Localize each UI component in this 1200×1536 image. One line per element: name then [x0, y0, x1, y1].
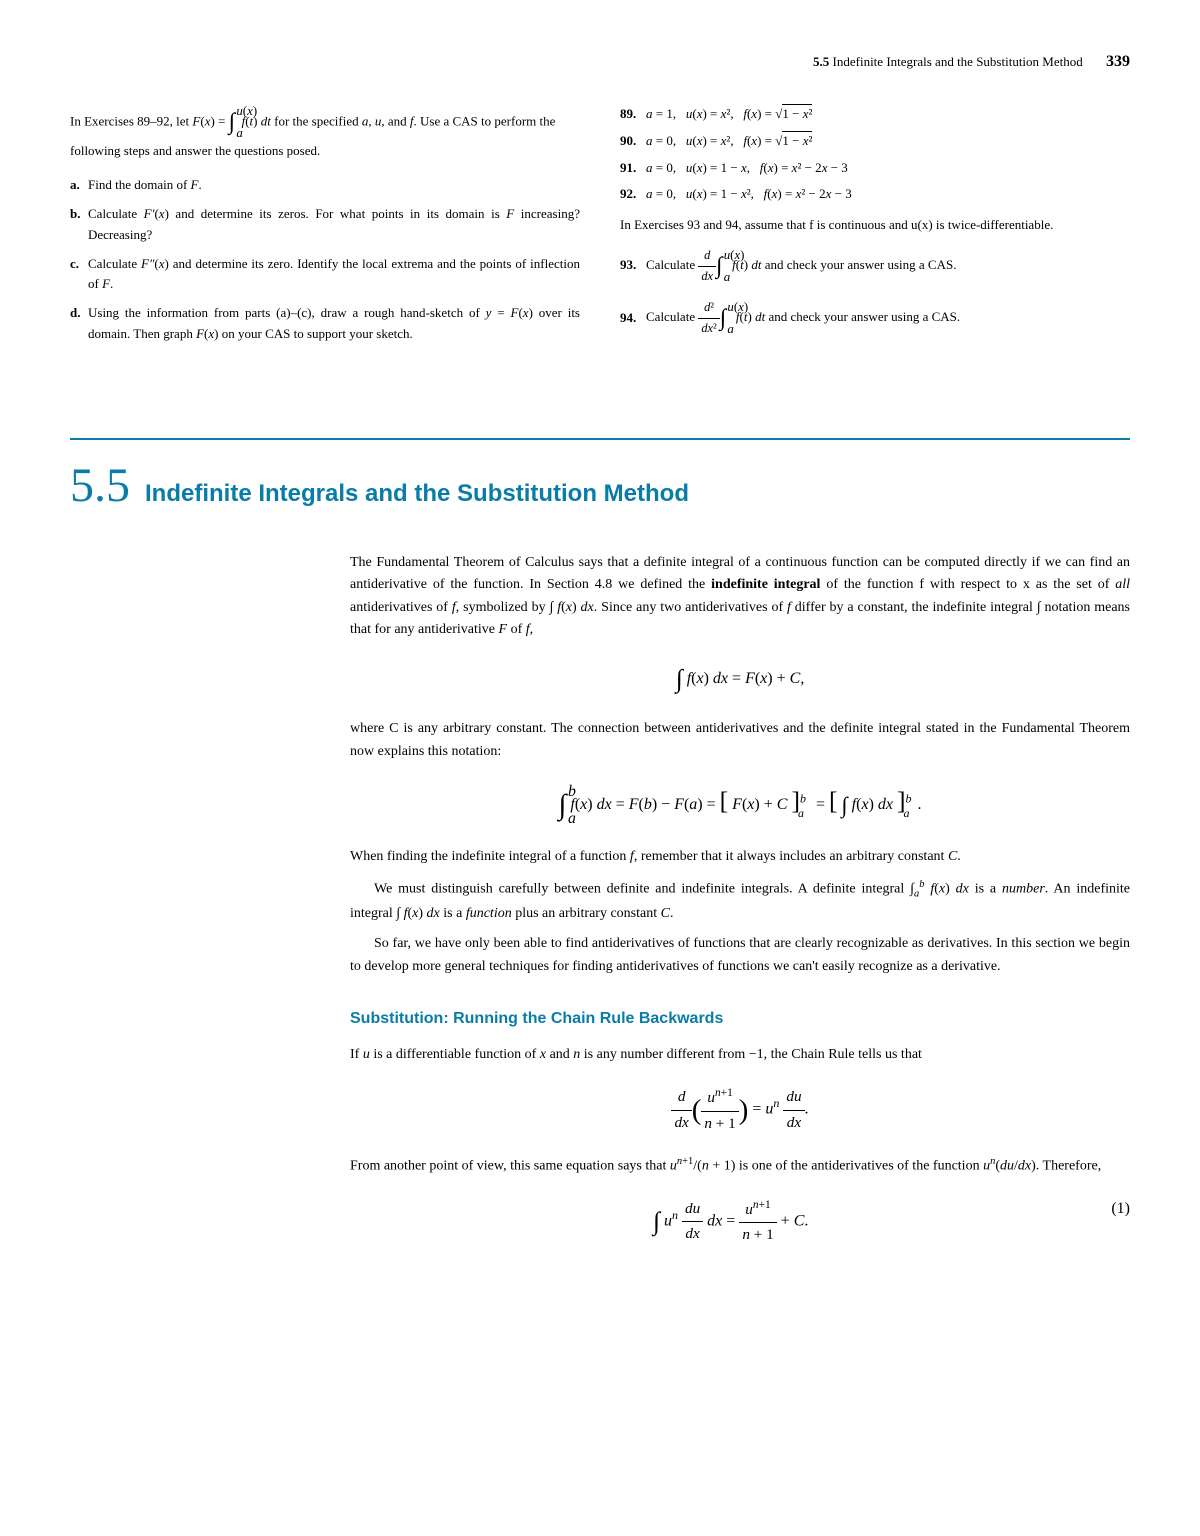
- p4b: number: [1002, 882, 1045, 897]
- ex-90: 90.a = 0, u(x) = x², f(x) = √1 − x²: [620, 131, 1130, 152]
- exercise-columns: In Exercises 89–92, let F(x) = ∫au(x) f(…: [70, 104, 1130, 358]
- ex-89: 89.a = 1, u(x) = x², f(x) = √1 − x²: [620, 104, 1130, 125]
- equation-4: ∫ un dudx dx = un+1n + 1 + C. (1): [350, 1196, 1130, 1248]
- equation-2: ∫ab f(x) dx = F(b) − F(a) = [ F(x) + C ]…: [350, 781, 1130, 828]
- ex-num: 94.: [620, 308, 646, 329]
- exercise-intro: In Exercises 89–92, let F(x) = ∫au(x) f(…: [70, 104, 580, 162]
- para-5: So far, we have only been able to find a…: [350, 933, 1130, 978]
- para-3: When finding the indefinite integral of …: [350, 846, 1130, 868]
- header-section-name: Indefinite Integrals and the Substitutio…: [833, 54, 1083, 69]
- item-c: c.Calculate F″(x) and determine its zero…: [88, 254, 580, 296]
- item-d-text: Using the information from parts (a)–(c)…: [88, 305, 580, 341]
- para-2: where C is any arbitrary constant. The c…: [350, 718, 1130, 763]
- p1b: indefinite integral: [711, 577, 820, 592]
- left-column: In Exercises 89–92, let F(x) = ∫au(x) f(…: [70, 104, 580, 358]
- ex-note: In Exercises 93 and 94, assume that f is…: [620, 215, 1130, 236]
- section-number: 5.5: [70, 450, 130, 522]
- ex-num: 92.: [620, 184, 646, 205]
- section-body: The Fundamental Theorem of Calculus says…: [350, 552, 1130, 1248]
- equation-3: ddx(un+1n + 1) = un dudx.: [350, 1084, 1130, 1136]
- ex-num: 93.: [620, 255, 646, 276]
- ex-92: 92.a = 0, u(x) = 1 − x², f(x) = x² − 2x …: [620, 184, 1130, 205]
- ex-93: 93.Calculate ddx∫au(x) f(t) dt and check…: [620, 246, 1130, 287]
- header-section-num: 5.5: [813, 54, 829, 69]
- ex-91: 91.a = 0, u(x) = 1 − x, f(x) = x² − 2x −…: [620, 158, 1130, 179]
- right-column: 89.a = 1, u(x) = x², f(x) = √1 − x² 90.a…: [620, 104, 1130, 358]
- item-a-text: Find the domain of F.: [88, 177, 202, 192]
- ex-num: 90.: [620, 131, 646, 152]
- ex-num: 89.: [620, 104, 646, 125]
- para-6: If u is a differentiable function of x a…: [350, 1044, 1130, 1066]
- p1d: all: [1115, 577, 1130, 592]
- p1c: of the function f with respect to x as t…: [820, 577, 1115, 592]
- item-c-text: Calculate F″(x) and determine its zero. …: [88, 256, 580, 292]
- item-d: d.Using the information from parts (a)–(…: [88, 303, 580, 345]
- item-b: b.Calculate F′(x) and determine its zero…: [88, 204, 580, 246]
- ex-num: 91.: [620, 158, 646, 179]
- item-a: a.Find the domain of F.: [88, 175, 580, 196]
- section-title-bar: 5.5 Indefinite Integrals and the Substit…: [70, 438, 1130, 522]
- para-1: The Fundamental Theorem of Calculus says…: [350, 552, 1130, 642]
- subheading-substitution: Substitution: Running the Chain Rule Bac…: [350, 1006, 1130, 1032]
- para-7: From another point of view, this same eq…: [350, 1154, 1130, 1178]
- page-number: 339: [1106, 53, 1130, 70]
- page-header: 5.5 Indefinite Integrals and the Substit…: [70, 50, 1130, 74]
- item-b-text: Calculate F′(x) and determine its zeros.…: [88, 206, 580, 242]
- equation-1: ∫ f(x) dx = F(x) + C,: [350, 659, 1130, 700]
- para-4: We must distinguish carefully between de…: [350, 877, 1130, 926]
- eq-number-1: (1): [1111, 1196, 1130, 1222]
- p4d: function: [466, 906, 512, 921]
- ex-94: 94.Calculate d²dx²∫au(x) f(t) dt and che…: [620, 298, 1130, 339]
- section-name: Indefinite Integrals and the Substitutio…: [145, 476, 689, 512]
